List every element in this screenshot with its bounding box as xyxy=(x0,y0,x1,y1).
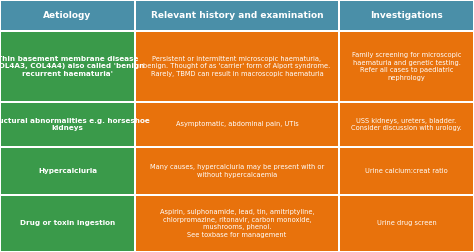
Bar xyxy=(340,148,473,194)
Bar xyxy=(340,196,473,251)
Bar xyxy=(1,32,134,101)
Bar xyxy=(1,196,134,251)
Text: Drug or toxin ingestion: Drug or toxin ingestion xyxy=(20,220,115,227)
Text: Asymptomatic, abdominal pain, UTIs: Asymptomatic, abdominal pain, UTIs xyxy=(176,121,298,128)
Bar xyxy=(340,32,473,101)
Text: Aspirin, sulphonamide, lead, tin, amitriptyline,
chlorpromazine, ritonavir, carb: Aspirin, sulphonamide, lead, tin, amitri… xyxy=(160,209,314,238)
Text: Persistent or intermittent microscopic haematuria,
benign. Thought of as 'carrie: Persistent or intermittent microscopic h… xyxy=(143,56,331,77)
Bar xyxy=(1,103,134,146)
Bar xyxy=(1,148,134,194)
Text: Urine drug screen: Urine drug screen xyxy=(376,220,437,227)
Bar xyxy=(340,1,473,30)
Bar xyxy=(136,196,338,251)
Text: Hypercalciuria: Hypercalciuria xyxy=(38,168,97,174)
Text: Investigations: Investigations xyxy=(370,11,443,20)
Text: Aetiology: Aetiology xyxy=(44,11,91,20)
Text: Relevant history and examination: Relevant history and examination xyxy=(151,11,323,20)
Bar xyxy=(136,103,338,146)
Text: Many causes, hypercalciuria may be present with or
without hypercalcaemia: Many causes, hypercalciuria may be prese… xyxy=(150,164,324,178)
Bar xyxy=(1,1,134,30)
Text: Family screening for microscopic
haematuria and genetic testing.
Refer all cases: Family screening for microscopic haematu… xyxy=(352,52,461,81)
Bar xyxy=(136,148,338,194)
Text: Thin basement membrane disease
(COL4A3, COL4A4) also called 'benign
recurrent ha: Thin basement membrane disease (COL4A3, … xyxy=(0,56,145,77)
Bar xyxy=(136,32,338,101)
Bar xyxy=(340,103,473,146)
Text: USS kidneys, ureters, bladder.
Consider discussion with urology.: USS kidneys, ureters, bladder. Consider … xyxy=(351,118,462,131)
Text: Structural abnormalities e.g. horseshoe
kidneys: Structural abnormalities e.g. horseshoe … xyxy=(0,118,149,131)
Bar xyxy=(136,1,338,30)
Text: Urine calcium:creat ratio: Urine calcium:creat ratio xyxy=(365,168,448,174)
